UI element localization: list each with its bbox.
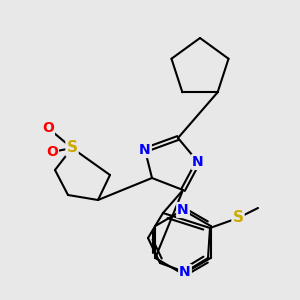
- Text: N: N: [192, 155, 204, 169]
- Text: S: S: [67, 140, 77, 155]
- Text: O: O: [46, 145, 58, 159]
- Text: N: N: [179, 265, 191, 279]
- Text: N: N: [177, 203, 189, 217]
- Text: O: O: [42, 121, 54, 135]
- Text: N: N: [139, 143, 151, 157]
- Text: S: S: [232, 211, 244, 226]
